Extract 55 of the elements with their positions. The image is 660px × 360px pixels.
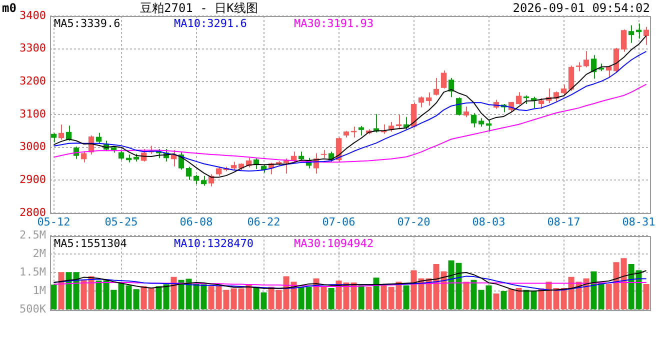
candlestick (620, 28, 627, 52)
candlestick (568, 65, 574, 92)
y-tick-label: 2M (32, 246, 46, 260)
candlestick (193, 174, 200, 185)
candlestick (50, 132, 57, 143)
x-tick-label: 08-31 (622, 215, 656, 228)
candlestick (560, 84, 567, 96)
y-tick-label: 2900 (20, 173, 46, 186)
y-tick-label: 1.5M (20, 265, 46, 278)
x-tick-label: 08-03 (472, 215, 506, 228)
candlestick (463, 106, 470, 118)
y-tick-label: 3300 (20, 42, 46, 55)
candlestick (433, 78, 440, 96)
candlestick (200, 175, 207, 186)
candlestick (186, 166, 192, 180)
candlestick (628, 24, 634, 44)
y-tick-label: 2.5M (20, 228, 46, 242)
candlestick (583, 50, 590, 68)
candlestick (426, 92, 432, 106)
x-tick-label: 05-25 (104, 215, 138, 228)
text: MA10:1328470 (174, 236, 254, 250)
x-tick-label: 07-20 (397, 215, 430, 228)
candlestick (643, 26, 650, 46)
text: MA5:3339.6 (54, 17, 122, 30)
text: MA30:3191.93 (294, 17, 374, 30)
y-tick-label: 3000 (20, 140, 46, 154)
y-tick-label: 3400 (20, 8, 46, 22)
candlestick (456, 96, 462, 116)
text: MA10:3291.6 (174, 17, 248, 30)
candlestick (410, 102, 417, 128)
text: m0 (2, 1, 16, 15)
text: MA5:1551304 (54, 236, 128, 250)
chart-title: 豆粕2701 - 日K线图 (140, 1, 258, 15)
candlestick (58, 124, 64, 140)
candlestick (538, 98, 544, 110)
candlestick (216, 166, 222, 176)
y-tick-label: 1M (32, 284, 46, 297)
text: MA30:1094942 (294, 236, 374, 250)
candlestick (358, 125, 364, 136)
x-tick-label: 06-08 (180, 215, 213, 228)
y-tick-label: 500K (20, 302, 46, 316)
x-tick-label: 07-06 (322, 215, 356, 228)
x-tick-label: 08-17 (547, 215, 580, 228)
candlestick (80, 150, 87, 163)
candlestick (613, 47, 620, 72)
candlestick (440, 70, 447, 90)
candlestick (418, 96, 424, 108)
candlestick (118, 150, 124, 160)
chart-subtitle: 2026-09-01 09:54:02 (512, 1, 650, 15)
y-tick-label: 3100 (20, 107, 46, 120)
candlestick (470, 112, 477, 128)
candlestick (516, 92, 522, 106)
candlestick (96, 132, 102, 144)
x-tick-label: 06-22 (247, 215, 280, 228)
y-tick-label: 3200 (20, 74, 46, 88)
